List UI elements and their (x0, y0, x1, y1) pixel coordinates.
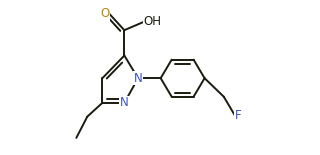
Text: F: F (235, 109, 241, 122)
Text: O: O (100, 7, 109, 20)
Text: OH: OH (144, 16, 162, 29)
Text: N: N (120, 96, 129, 109)
Text: N: N (134, 72, 142, 85)
